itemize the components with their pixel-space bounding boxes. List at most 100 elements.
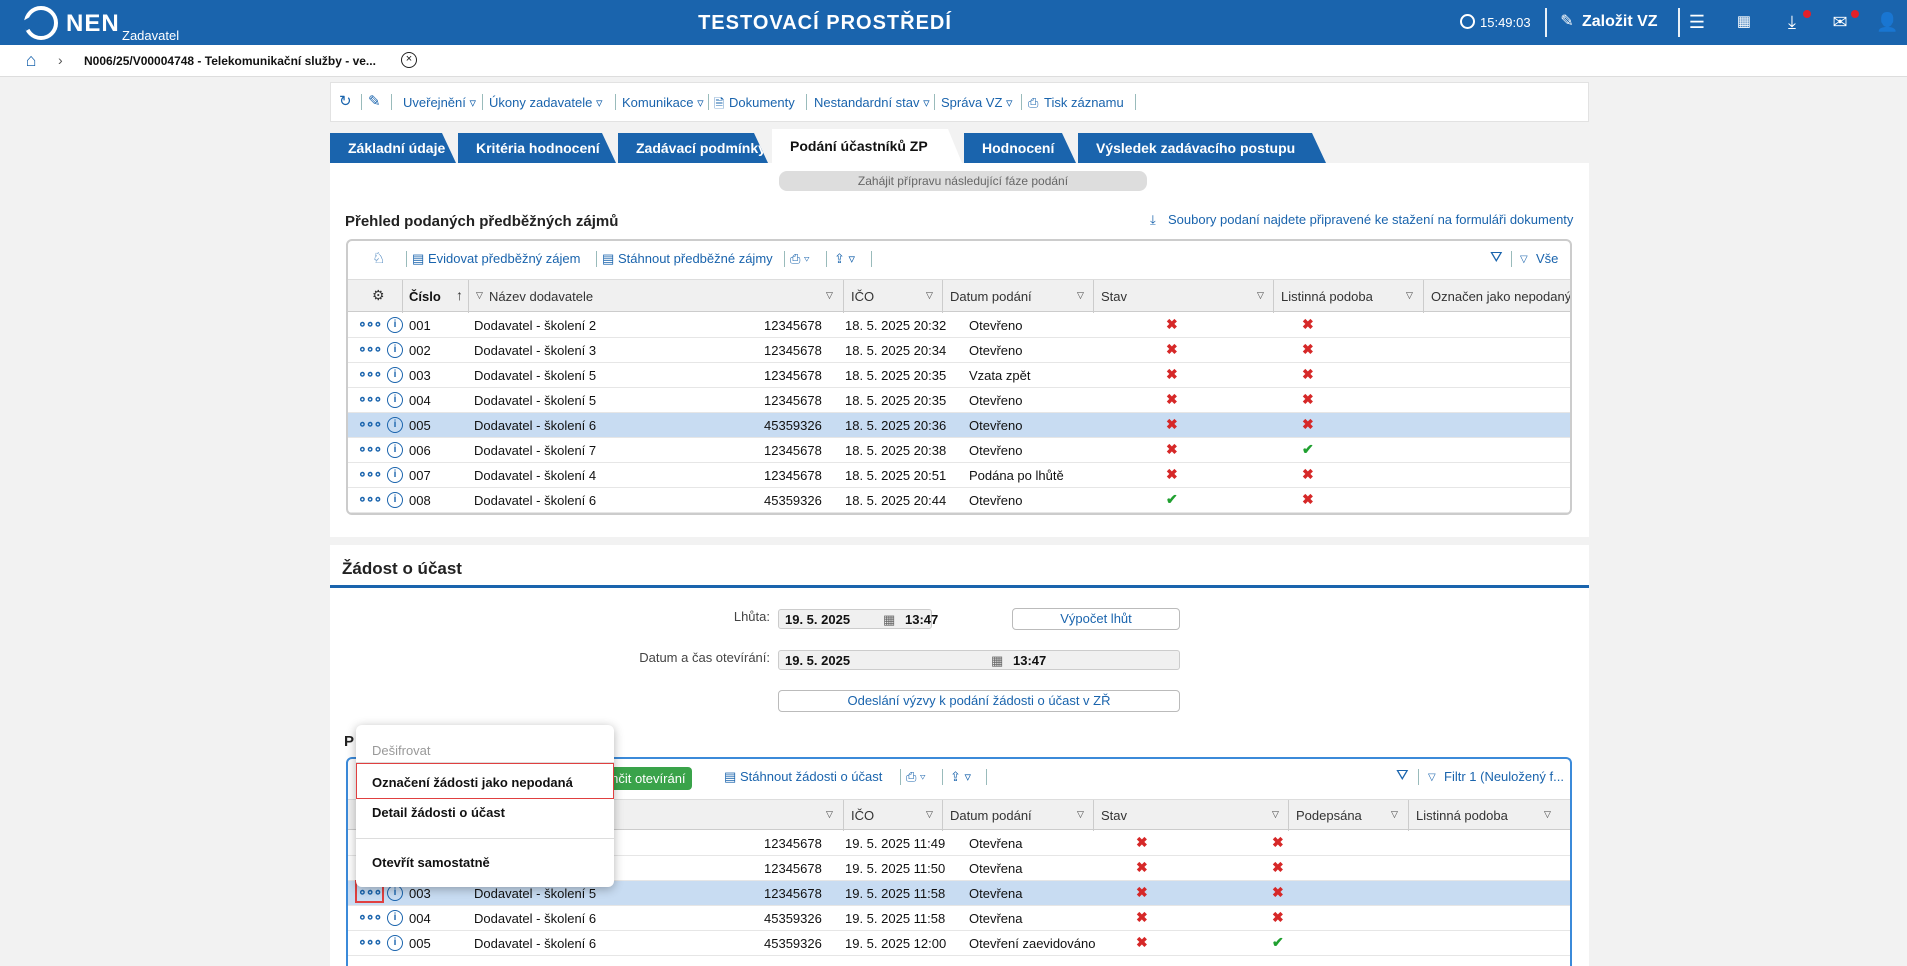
pencil-icon[interactable]: ✎ <box>368 93 381 110</box>
chevron-down-icon[interactable]: ▽ <box>826 290 833 300</box>
filter-selector[interactable]: Filtr 1 (Neuložený f... <box>1444 769 1564 784</box>
chevron-down-icon[interactable]: ▽ <box>826 809 833 819</box>
info-icon[interactable]: i <box>387 935 403 951</box>
menu-item-open-separately[interactable]: Otevřít samostatně <box>372 855 490 870</box>
table-row[interactable]: ∘∘∘ i 003 Dodavatel - školení 5 12345678 18. … <box>348 363 1570 388</box>
start-next-phase-button[interactable]: Zahájit přípravu následující fáze podání <box>779 171 1147 191</box>
print-icon[interactable]: ⎙ ▿ <box>906 769 926 784</box>
chevron-down-icon[interactable]: ▽ <box>1077 290 1084 300</box>
table-row[interactable]: ∘∘∘ i 005 Dodavatel - školení 6 45359326 18. … <box>348 413 1570 438</box>
more-icon[interactable]: ∘∘∘ <box>354 880 385 903</box>
menu-publication[interactable]: Uveřejnění ▿ <box>403 95 477 110</box>
col-number[interactable]: Číslo <box>409 289 441 304</box>
sort-asc-icon[interactable]: ↑ <box>456 287 463 303</box>
tab-evaluation[interactable]: Hodnocení <box>964 133 1076 163</box>
col-paper-form[interactable]: Listinná podoba <box>1416 808 1508 823</box>
calendar-icon[interactable]: ▦ <box>883 612 896 627</box>
more-icon[interactable]: ∘∘∘ <box>358 365 382 381</box>
table-row[interactable]: ∘∘∘ i 004 Dodavatel - školení 6 45359326 19. … <box>348 906 1570 931</box>
tab-participant-submissions[interactable]: Podání účastníků ZP <box>772 129 962 163</box>
col-ico[interactable]: IČO <box>851 808 875 823</box>
calendar-icon[interactable]: ▦ <box>991 653 1004 668</box>
menu-item-mark-not-submitted[interactable]: Označení žádosti jako nepodaná <box>356 763 614 799</box>
menu-documents[interactable]: Dokumenty <box>729 95 795 110</box>
menu-contracting-actions[interactable]: Úkony zadavatele ▿ <box>489 95 603 110</box>
more-icon[interactable]: ∘∘∘ <box>358 315 382 331</box>
tab-tender-conditions[interactable]: Zadávací podmínky <box>618 133 768 163</box>
more-icon[interactable]: ∘∘∘ <box>358 390 382 406</box>
tab-basic-info[interactable]: Základní údaje <box>330 133 456 163</box>
filter-all[interactable]: Vše <box>1536 251 1559 266</box>
chevron-down-icon[interactable]: ▽ <box>926 290 933 300</box>
more-icon[interactable]: ∘∘∘ <box>358 340 382 356</box>
column-settings-icon[interactable]: ⚙ <box>372 287 385 303</box>
menu-nonstandard-state[interactable]: Nestandardní stav ▿ <box>814 95 930 110</box>
export-icon[interactable]: ⇪ ▿ <box>950 769 972 784</box>
chevron-down-icon[interactable]: ▽ <box>1406 290 1413 300</box>
chevron-down-icon[interactable]: ▽ <box>926 809 933 819</box>
col-state[interactable]: Stav <box>1101 289 1128 304</box>
print-icon[interactable]: ⎙ ▿ <box>790 251 810 266</box>
calendar-icon[interactable]: ▦ <box>1736 13 1752 30</box>
info-icon[interactable]: i <box>387 342 403 358</box>
breadcrumb-item[interactable]: N006/25/V00004748 - Telekomunikační služ… <box>84 54 376 68</box>
download-requests-button[interactable]: Stáhnout žádosti o účast <box>740 769 883 784</box>
refresh-icon[interactable]: ↻ <box>339 93 352 110</box>
more-icon[interactable]: ∘∘∘ <box>358 908 382 924</box>
table-row[interactable]: ∘∘∘ i 001 Dodavatel - školení 2 12345678 18. … <box>348 313 1570 338</box>
table-row[interactable]: ∘∘∘ i 005 Dodavatel - školení 6 45359326 19. … <box>348 931 1570 956</box>
info-icon[interactable]: i <box>387 910 403 926</box>
chevron-down-icon[interactable]: ▽ <box>1077 809 1084 819</box>
menu-item-request-detail[interactable]: Detail žádosti o účast <box>372 805 505 820</box>
col-marked-not-submitted[interactable]: Označen jako nepodaný <box>1431 289 1572 304</box>
chevron-down-icon[interactable]: ▽ <box>1257 290 1264 300</box>
menu-vz-administration[interactable]: Správa VZ ▿ <box>941 95 1013 110</box>
more-icon[interactable]: ∘∘∘ <box>358 490 382 506</box>
opening-date-input[interactable]: 19. 5. 2025 ▦ 13:47 <box>778 650 1180 670</box>
deadline-input[interactable]: 19. 5. 2025 ▦ 13:47 <box>778 609 938 629</box>
create-vz-button[interactable]: Založit VZ <box>1582 13 1658 30</box>
col-supplier-name[interactable]: Název dodavatele <box>489 289 594 304</box>
info-icon[interactable]: i <box>387 417 403 433</box>
col-paper-form[interactable]: Listinná podoba <box>1281 289 1373 304</box>
table-row[interactable]: ∘∘∘ i 002 Dodavatel - školení 3 12345678 18. … <box>348 338 1570 363</box>
menu-communication[interactable]: Komunikace ▿ <box>622 95 704 110</box>
download-icon[interactable]: ⤓ <box>1788 12 1796 32</box>
more-icon[interactable]: ∘∘∘ <box>358 440 382 456</box>
more-icon[interactable]: ∘∘∘ <box>358 933 382 949</box>
menu-print-record[interactable]: Tisk záznamu <box>1044 95 1124 110</box>
edit-icon[interactable]: ✎ <box>1560 13 1574 30</box>
info-icon[interactable]: i <box>387 442 403 458</box>
tab-evaluation-criteria[interactable]: Kritéria hodnocení <box>458 133 616 163</box>
award-icon[interactable]: ♘ <box>372 250 386 267</box>
filter-icon[interactable]: ⛛ <box>1490 249 1503 266</box>
info-icon[interactable]: i <box>387 885 403 901</box>
calculate-deadlines-button[interactable]: Výpočet lhůt <box>1012 608 1180 630</box>
user-icon[interactable]: 👤 <box>1876 12 1899 32</box>
table-row[interactable]: ∘∘∘ i 007 Dodavatel - školení 4 12345678 18. … <box>348 463 1570 488</box>
close-icon[interactable]: × <box>401 52 417 68</box>
chevron-down-icon[interactable]: ▽ <box>476 290 483 300</box>
col-ico[interactable]: IČO <box>851 289 875 304</box>
table-row[interactable]: ∘∘∘ i 008 Dodavatel - školení 6 45359326 18. … <box>348 488 1570 513</box>
mail-icon[interactable]: ✉ <box>1832 12 1848 32</box>
export-icon[interactable]: ⇪ ▿ <box>834 251 856 266</box>
col-signed[interactable]: Podepsána <box>1296 808 1362 823</box>
download-interests-button[interactable]: Stáhnout předběžné zájmy <box>618 251 773 266</box>
chevron-down-icon[interactable]: ▽ <box>1544 809 1551 819</box>
info-icon[interactable]: i <box>387 492 403 508</box>
tab-procedure-result[interactable]: Výsledek zadávacího postupu <box>1078 133 1326 163</box>
more-icon[interactable]: ∘∘∘ <box>358 465 382 481</box>
chevron-down-icon[interactable]: ▽ <box>1272 809 1279 819</box>
info-icon[interactable]: i <box>387 367 403 383</box>
nen-logo-icon[interactable] <box>24 6 58 40</box>
send-invitation-button[interactable]: Odeslání výzvy k podání žádosti o účast … <box>778 690 1180 712</box>
filter-icon[interactable]: ⛛ <box>1396 767 1409 784</box>
table-row[interactable]: ∘∘∘ i 004 Dodavatel - školení 5 12345678 18. … <box>348 388 1570 413</box>
col-submission-date[interactable]: Datum podání <box>950 289 1032 304</box>
home-icon[interactable]: ⌂ <box>25 50 37 70</box>
table-row[interactable]: ∘∘∘ i 006 Dodavatel - školení 7 12345678 18. … <box>348 438 1570 463</box>
col-state[interactable]: Stav <box>1101 808 1128 823</box>
info-icon[interactable]: i <box>387 392 403 408</box>
info-icon[interactable]: i <box>387 317 403 333</box>
